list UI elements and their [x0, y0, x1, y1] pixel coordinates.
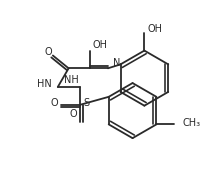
Text: O: O — [50, 98, 58, 108]
Text: O: O — [44, 47, 52, 57]
Text: OH: OH — [92, 40, 107, 50]
Text: N: N — [113, 58, 120, 68]
Text: NH: NH — [64, 75, 78, 85]
Text: S: S — [83, 98, 89, 108]
Text: OH: OH — [147, 24, 162, 34]
Text: CH₃: CH₃ — [182, 118, 200, 128]
Text: O: O — [70, 109, 77, 119]
Text: HN: HN — [37, 79, 52, 89]
